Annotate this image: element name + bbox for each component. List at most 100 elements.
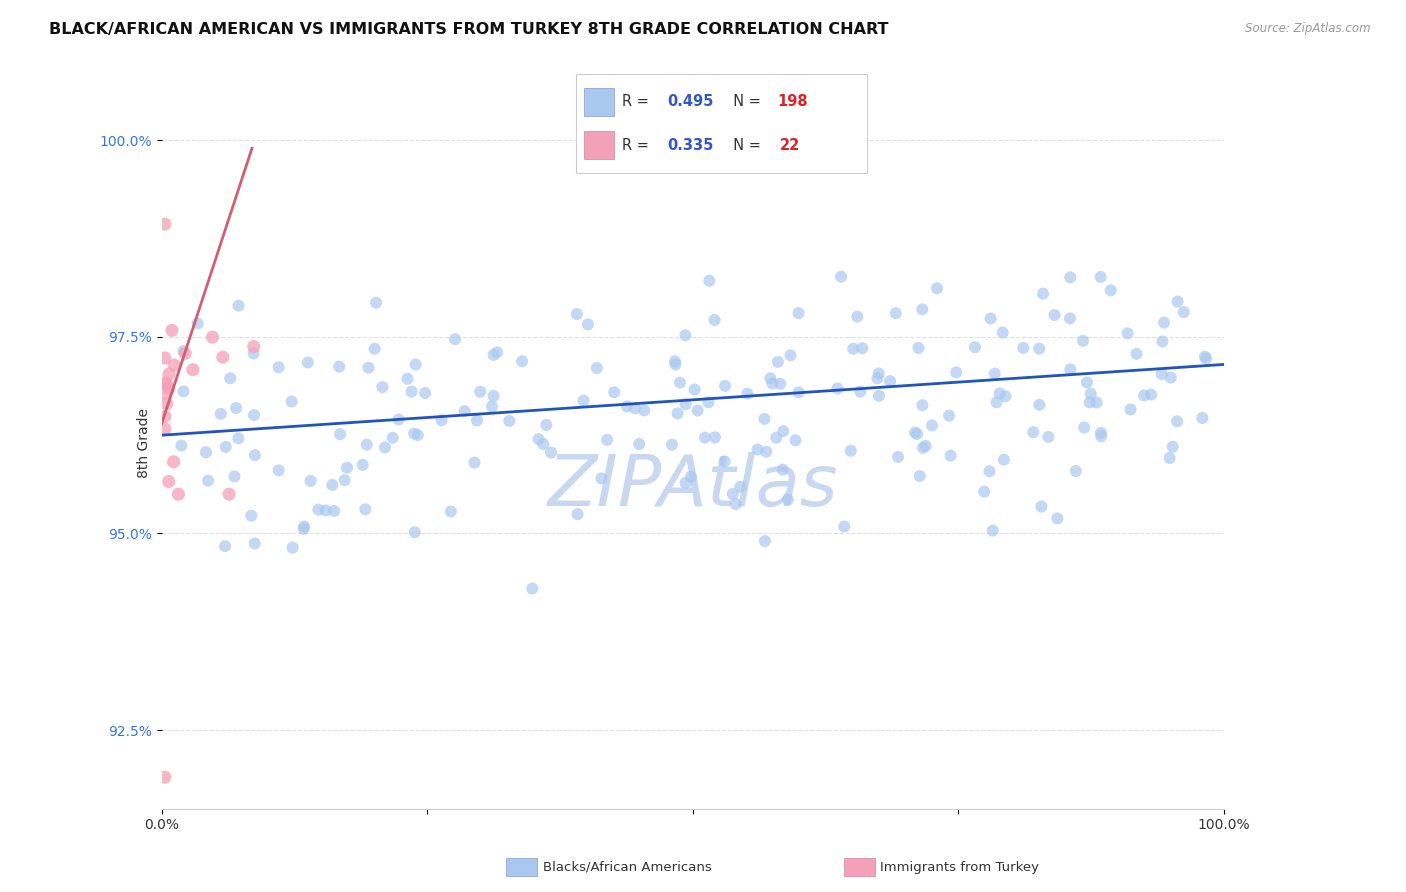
- Point: [181, 362, 204, 376]
- Text: Immigrants from Turkey: Immigrants from Turkey: [880, 861, 1039, 873]
- Point: [1116, 326, 1139, 341]
- Point: [666, 407, 689, 421]
- Point: [453, 404, 475, 418]
- Point: [697, 395, 720, 409]
- Point: [766, 355, 789, 369]
- Point: [908, 469, 931, 483]
- Point: [401, 384, 423, 399]
- Text: BLACK/AFRICAN AMERICAN VS IMMIGRANTS FROM TURKEY 8TH GRADE CORRELATION CHART: BLACK/AFRICAN AMERICAN VS IMMIGRANTS FRO…: [49, 22, 889, 37]
- Text: Source: ZipAtlas.com: Source: ZipAtlas.com: [1246, 22, 1371, 36]
- Point: [336, 460, 359, 475]
- Point: [945, 365, 967, 379]
- Point: [576, 318, 599, 332]
- Text: R =: R =: [623, 137, 654, 153]
- Point: [921, 418, 943, 433]
- Point: [225, 401, 247, 415]
- Point: [153, 376, 176, 390]
- Text: 22: 22: [780, 137, 800, 153]
- Point: [352, 458, 374, 472]
- Point: [669, 376, 692, 390]
- Point: [321, 478, 343, 492]
- Point: [1161, 440, 1184, 454]
- Point: [486, 345, 509, 359]
- Point: [315, 503, 337, 517]
- Point: [759, 371, 782, 385]
- Point: [214, 539, 236, 553]
- Point: [323, 504, 346, 518]
- Point: [1080, 387, 1102, 401]
- Text: 0.495: 0.495: [668, 95, 714, 110]
- Point: [616, 400, 638, 414]
- Point: [703, 313, 725, 327]
- Point: [1150, 367, 1173, 381]
- Point: [194, 445, 217, 459]
- Point: [155, 376, 177, 391]
- Point: [153, 770, 176, 784]
- Point: [925, 281, 948, 295]
- Point: [470, 384, 492, 399]
- Point: [498, 414, 520, 428]
- Point: [297, 355, 319, 369]
- Point: [979, 464, 1001, 478]
- Point: [242, 340, 264, 354]
- Point: [830, 269, 852, 284]
- Point: [173, 384, 195, 399]
- Point: [292, 519, 315, 533]
- Point: [364, 295, 387, 310]
- Point: [510, 354, 533, 368]
- Point: [1073, 420, 1095, 434]
- Point: [1099, 283, 1122, 297]
- Point: [211, 350, 233, 364]
- Point: [209, 407, 232, 421]
- Point: [371, 380, 394, 394]
- Point: [444, 332, 467, 346]
- Point: [1166, 414, 1188, 428]
- Point: [868, 367, 890, 381]
- Point: [481, 400, 503, 414]
- Point: [603, 385, 626, 400]
- Point: [911, 302, 934, 317]
- Point: [482, 348, 505, 362]
- Point: [536, 417, 558, 432]
- Point: [174, 346, 197, 360]
- Point: [728, 480, 751, 494]
- Point: [1078, 395, 1101, 409]
- Point: [1191, 411, 1213, 425]
- Point: [307, 502, 329, 516]
- Y-axis label: 8th Grade: 8th Grade: [136, 408, 150, 478]
- Text: N =: N =: [724, 137, 769, 153]
- Point: [162, 455, 184, 469]
- Point: [1043, 308, 1066, 322]
- Point: [201, 330, 224, 344]
- Point: [754, 534, 776, 549]
- Point: [187, 317, 209, 331]
- Point: [988, 386, 1011, 401]
- Point: [404, 426, 426, 441]
- Point: [1085, 395, 1108, 409]
- Point: [572, 393, 595, 408]
- Point: [911, 398, 934, 412]
- Point: [973, 484, 995, 499]
- Point: [1071, 334, 1094, 348]
- Point: [664, 354, 686, 368]
- Point: [907, 341, 929, 355]
- Point: [633, 403, 655, 417]
- Point: [157, 475, 180, 489]
- Point: [699, 274, 721, 288]
- Point: [832, 519, 855, 533]
- Point: [527, 432, 550, 446]
- Point: [157, 382, 180, 396]
- Point: [1119, 402, 1142, 417]
- Point: [406, 428, 429, 442]
- Point: [153, 409, 176, 424]
- Point: [1046, 511, 1069, 525]
- Point: [1159, 450, 1181, 465]
- Point: [675, 475, 697, 490]
- Point: [1090, 425, 1112, 440]
- Point: [381, 431, 404, 445]
- Point: [363, 342, 385, 356]
- Text: R =: R =: [623, 95, 654, 110]
- Point: [986, 395, 1008, 409]
- Point: [228, 299, 250, 313]
- Point: [1012, 341, 1035, 355]
